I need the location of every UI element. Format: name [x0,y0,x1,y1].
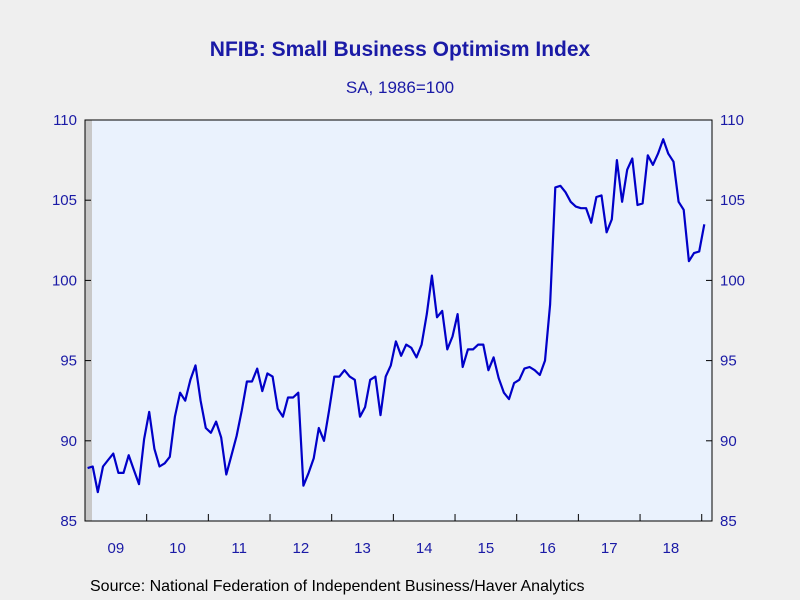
y-tick-label-left: 85 [60,513,77,530]
y-tick-label-right: 85 [720,513,737,530]
plot-background [85,120,712,521]
y-tick-label-right: 110 [720,112,744,129]
y-tick-label-right: 100 [720,272,745,289]
x-tick-label: 17 [601,540,618,557]
y-tick-label-right: 95 [720,353,737,370]
x-tick-label: 14 [416,540,433,557]
y-tick-label-left: 95 [60,353,77,370]
x-tick-label: 18 [663,540,680,557]
series-line [87,138,706,494]
chart-source: Source: National Federation of Independe… [90,578,585,595]
y-tick-label-right: 105 [720,192,745,209]
x-tick-label: 10 [169,540,186,557]
x-tick-label: 11 [231,540,247,557]
y-tick-label-left: 105 [52,192,77,209]
x-tick-label: 15 [478,540,495,557]
y-tick-label-right: 90 [720,433,737,450]
recession-shading [85,120,92,521]
x-tick-label: 13 [354,540,371,557]
y-tick-label-left: 100 [52,272,77,289]
x-tick-label: 12 [293,540,310,557]
plot-frame [84,119,713,522]
x-tick-label: 09 [107,540,124,557]
y-tick-label-left: 110 [53,112,77,129]
y-tick-label-left: 90 [60,433,77,450]
x-tick-label: 16 [539,540,556,557]
chart-subtitle: SA, 1986=100 [345,78,455,97]
chart-title: NFIB: Small Business Optimism Index [209,38,591,61]
